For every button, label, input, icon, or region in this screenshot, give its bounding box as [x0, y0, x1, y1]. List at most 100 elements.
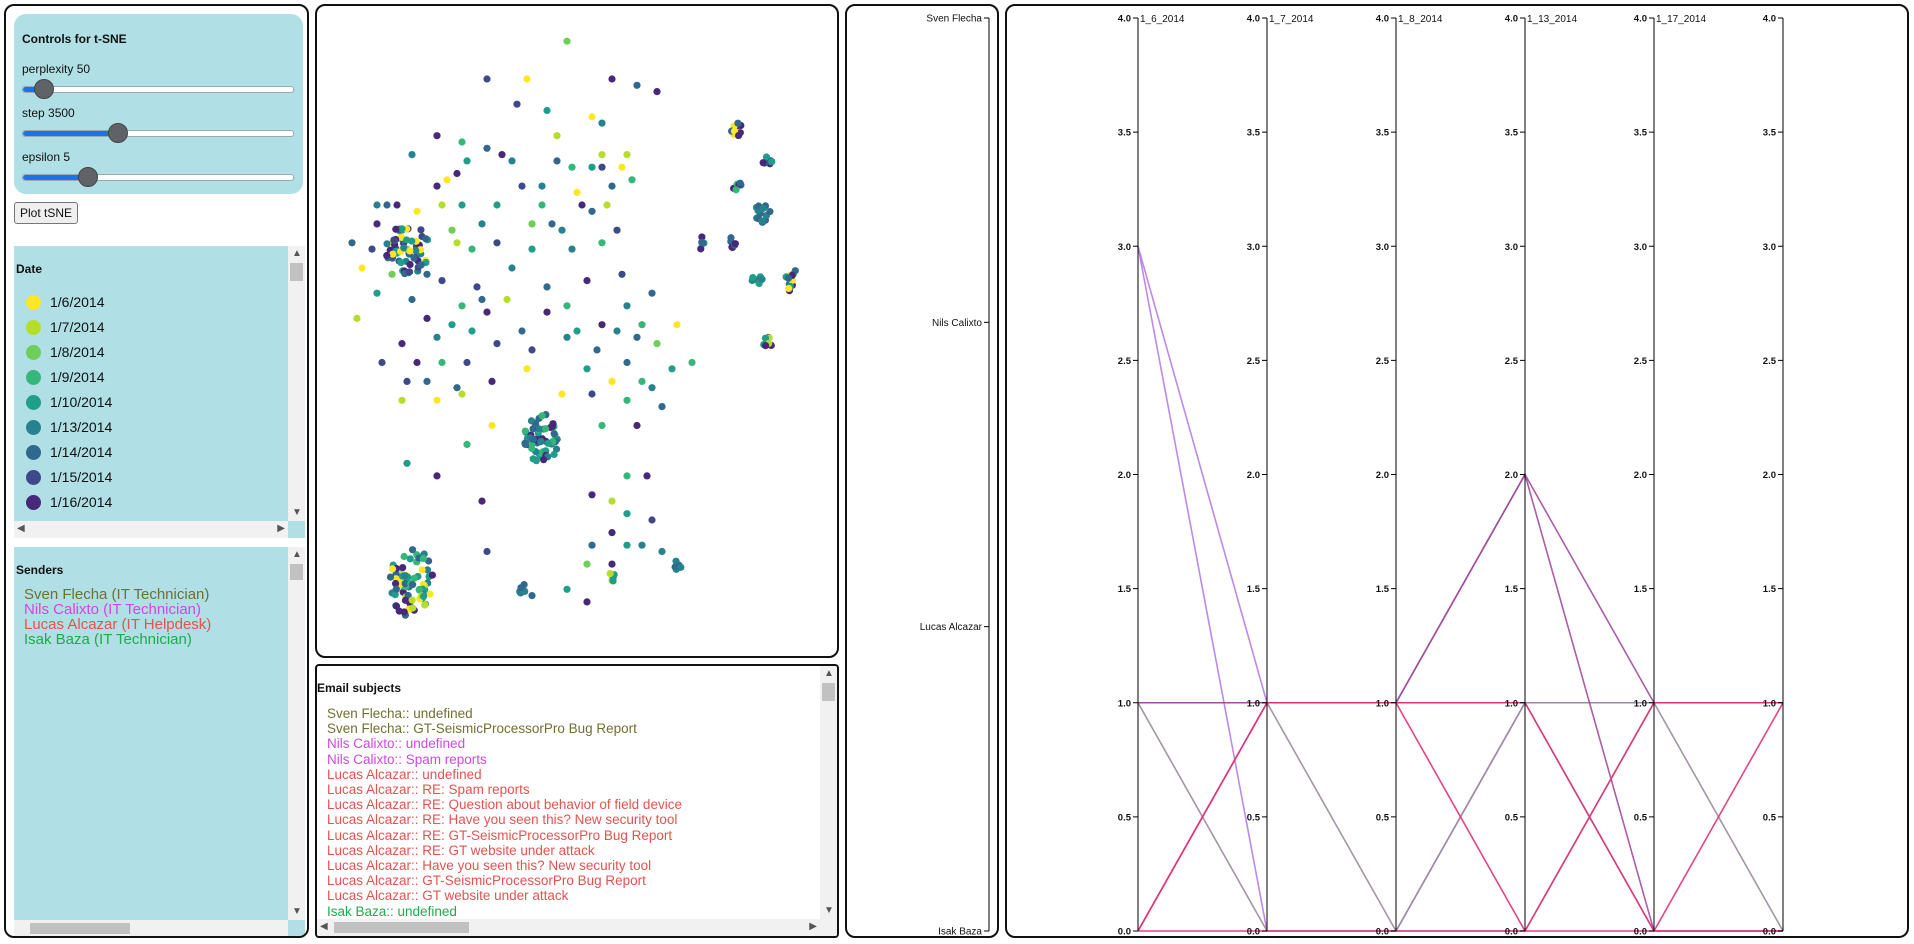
tsne-cluster-point[interactable] — [392, 585, 400, 593]
tsne-point[interactable] — [648, 289, 656, 297]
tsne-cluster-point[interactable] — [784, 274, 793, 282]
tsne-point[interactable] — [463, 440, 471, 448]
email-subject-item[interactable]: Lucas Alcazar:: RE: GT-SeismicProcessorP… — [327, 827, 673, 843]
tsne-point[interactable] — [623, 510, 631, 518]
tsne-cluster-point[interactable] — [389, 250, 397, 258]
tsne-cluster-point[interactable] — [401, 596, 410, 604]
email-subject-item[interactable]: Lucas Alcazar:: Have you seen this? New … — [327, 858, 652, 873]
tsne-point[interactable] — [488, 421, 496, 430]
tsne-point[interactable] — [383, 201, 391, 209]
tsne-cluster-point[interactable] — [415, 585, 424, 594]
tsne-point[interactable] — [463, 358, 471, 367]
tsne-point[interactable] — [613, 327, 621, 335]
tsne-cluster-point[interactable] — [529, 435, 537, 443]
tsne-cluster-point[interactable] — [768, 157, 776, 166]
tsne-point[interactable] — [373, 289, 381, 297]
tsne-cluster-point[interactable] — [400, 552, 408, 561]
tsne-point[interactable] — [368, 245, 376, 253]
tsne-cluster-point[interactable] — [406, 260, 414, 269]
email-subjects-hscrollbar[interactable]: ◀ ▶ — [317, 919, 837, 936]
tsne-point[interactable] — [443, 176, 451, 184]
perplexity-slider[interactable] — [22, 79, 294, 99]
tsne-cluster-point[interactable] — [606, 570, 614, 578]
tsne-cluster-point[interactable] — [785, 284, 793, 293]
senders-hscrollbar[interactable] — [14, 920, 288, 936]
tsne-point[interactable] — [623, 151, 631, 159]
tsne-point[interactable] — [493, 340, 501, 348]
tsne-cluster-point[interactable] — [761, 334, 770, 342]
tsne-cluster-point[interactable] — [401, 571, 409, 580]
tsne-point[interactable] — [603, 201, 611, 209]
tsne-point[interactable] — [563, 585, 571, 593]
tsne-point[interactable] — [553, 132, 561, 140]
tsne-point[interactable] — [478, 295, 486, 304]
tsne-point[interactable] — [448, 321, 456, 329]
tsne-cluster-point[interactable] — [528, 444, 536, 453]
tsne-point[interactable] — [598, 239, 606, 247]
tsne-point[interactable] — [638, 377, 646, 385]
date-legend-vscrollbar[interactable]: ▲ ▼ — [288, 246, 305, 521]
tsne-cluster-point[interactable] — [417, 261, 425, 269]
tsne-cluster-point[interactable] — [521, 427, 529, 435]
email-subject-item[interactable]: Sven Flecha:: GT-SeismicProcessorPro Bug… — [327, 721, 637, 737]
tsne-point[interactable] — [483, 547, 491, 556]
tsne-point[interactable] — [653, 340, 661, 348]
tsne-point[interactable] — [433, 333, 441, 341]
tsne-point[interactable] — [633, 333, 641, 341]
tsne-point[interactable] — [423, 314, 431, 322]
tsne-cluster-point[interactable] — [386, 573, 395, 581]
tsne-point[interactable] — [618, 163, 626, 171]
tsne-cluster-point[interactable] — [426, 590, 434, 598]
email-subject-item[interactable]: Sven Flecha:: undefined — [327, 706, 473, 721]
tsne-point[interactable] — [623, 396, 631, 404]
tsne-point[interactable] — [588, 207, 596, 215]
tsne-point[interactable] — [518, 327, 526, 335]
tsne-point[interactable] — [528, 245, 536, 253]
tsne-point[interactable] — [628, 176, 636, 184]
tsne-point[interactable] — [408, 295, 416, 304]
tsne-point[interactable] — [623, 358, 631, 367]
tsne-cluster-point[interactable] — [405, 268, 414, 276]
tsne-point[interactable] — [568, 245, 576, 253]
tsne-cluster-point[interactable] — [731, 240, 739, 248]
tsne-cluster-point[interactable] — [409, 581, 417, 589]
tsne-point[interactable] — [398, 396, 406, 404]
tsne-point[interactable] — [403, 377, 411, 385]
tsne-point[interactable] — [373, 201, 381, 209]
tsne-cluster-point[interactable] — [699, 239, 707, 247]
tsne-cluster-point[interactable] — [419, 592, 428, 600]
tsne-cluster-point[interactable] — [535, 425, 543, 433]
tsne-point[interactable] — [653, 88, 661, 96]
tsne-point[interactable] — [433, 132, 441, 140]
tsne-cluster-point[interactable] — [677, 563, 685, 571]
tsne-cluster-point[interactable] — [697, 245, 705, 253]
tsne-point[interactable] — [553, 157, 561, 165]
plot-tsne-button[interactable]: Plot tSNE — [14, 202, 79, 224]
tsne-point[interactable] — [598, 421, 606, 430]
tsne-cluster-point[interactable] — [410, 574, 418, 582]
tsne-cluster-point[interactable] — [408, 546, 417, 554]
tsne-point[interactable] — [403, 459, 411, 467]
tsne-cluster-point[interactable] — [406, 247, 414, 255]
tsne-cluster-point[interactable] — [391, 591, 399, 599]
tsne-point[interactable] — [413, 207, 421, 215]
tsne-point[interactable] — [588, 113, 596, 121]
tsne-cluster-point[interactable] — [410, 254, 418, 262]
tsne-point[interactable] — [598, 163, 606, 171]
tsne-point[interactable] — [643, 472, 651, 480]
tsne-cluster-point[interactable] — [698, 233, 706, 241]
email-subject-item[interactable]: Lucas Alcazar:: RE: Question about behav… — [327, 797, 682, 813]
tsne-point[interactable] — [613, 226, 621, 234]
tsne-cluster-point[interactable] — [529, 425, 537, 433]
tsne-point[interactable] — [483, 308, 491, 316]
tsne-point[interactable] — [608, 377, 616, 385]
email-subject-item[interactable]: Isak Baza:: undefined — [327, 903, 457, 919]
tsne-point[interactable] — [588, 390, 596, 398]
email-subject-item[interactable]: Lucas Alcazar:: RE: Have you seen this? … — [327, 812, 678, 828]
tsne-point[interactable] — [608, 529, 616, 537]
tsne-cluster-point[interactable] — [397, 258, 405, 267]
tsne-point[interactable] — [453, 169, 461, 178]
tsne-cluster-point[interactable] — [390, 236, 398, 244]
tsne-point[interactable] — [378, 358, 386, 367]
tsne-point[interactable] — [523, 365, 531, 373]
